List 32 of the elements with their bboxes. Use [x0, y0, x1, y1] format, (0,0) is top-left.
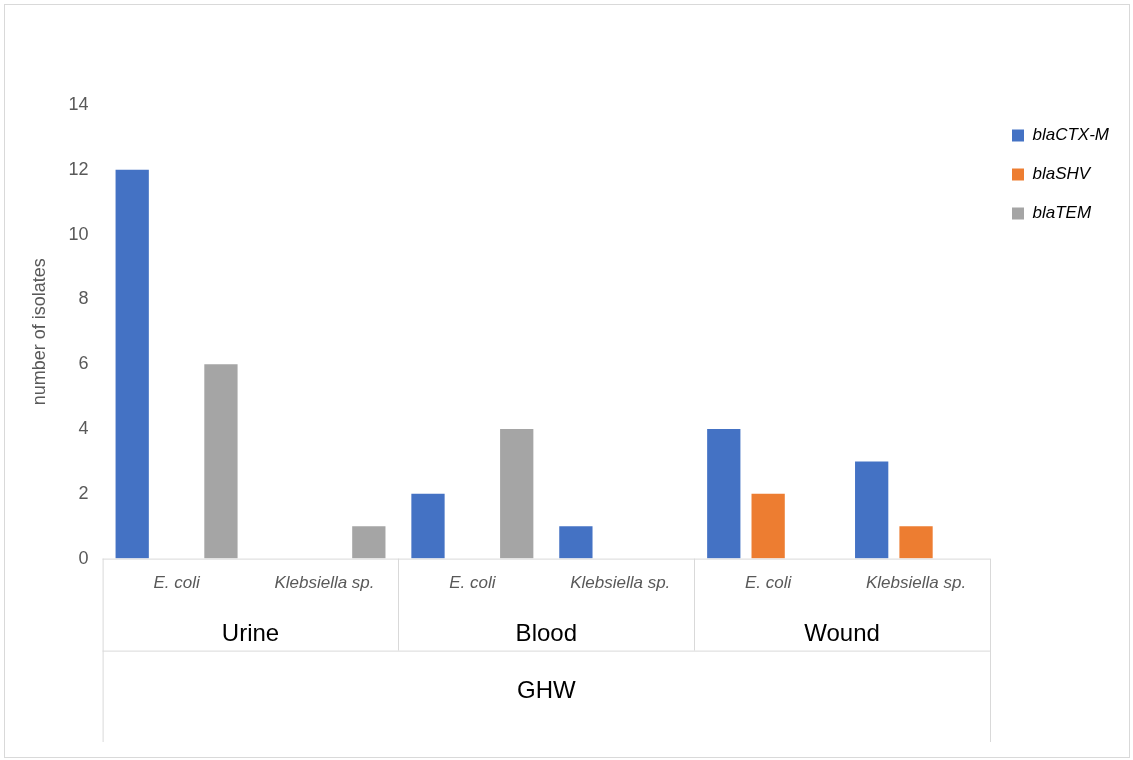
legend-label: blaSHV: [1032, 164, 1092, 184]
legend-label: blaCTX-M: [1032, 125, 1110, 145]
y-tick-label: 0: [78, 547, 89, 568]
bar: [751, 493, 785, 559]
bar: [855, 461, 889, 559]
text: Blood: [515, 619, 577, 647]
bar: [204, 364, 238, 559]
x-tick-label: E. coli: [449, 572, 497, 592]
x-tick-label: Klebsiella sp.: [570, 572, 671, 592]
x-axis-title: GHW: [516, 676, 576, 704]
y-tick-label: 10: [68, 223, 89, 244]
x-tick-label: E. coli: [745, 572, 793, 592]
bar: [115, 169, 149, 559]
text: Urine: [221, 619, 280, 647]
x-tick-label: Klebsiella sp.: [274, 572, 375, 592]
text: Wound: [804, 619, 880, 647]
bar: [352, 526, 386, 559]
bar: [707, 429, 741, 559]
bar: [899, 526, 933, 559]
y-tick-label: 12: [68, 158, 89, 179]
bar: [559, 526, 593, 559]
x-tick-label: Klebsiella sp.: [865, 572, 967, 592]
y-tick-label: 14: [68, 93, 89, 114]
legend-label: blaTEM: [1032, 203, 1092, 223]
bar: [500, 429, 534, 559]
y-tick-label: 2: [78, 482, 89, 503]
y-tick-label: 6: [78, 353, 89, 374]
y-axis-title: number of isolates: [28, 258, 49, 406]
y-tick-label: 4: [78, 417, 89, 438]
x-tick-label: E. coli: [153, 572, 201, 592]
y-tick-label: 8: [78, 288, 89, 309]
bar: [411, 493, 445, 559]
